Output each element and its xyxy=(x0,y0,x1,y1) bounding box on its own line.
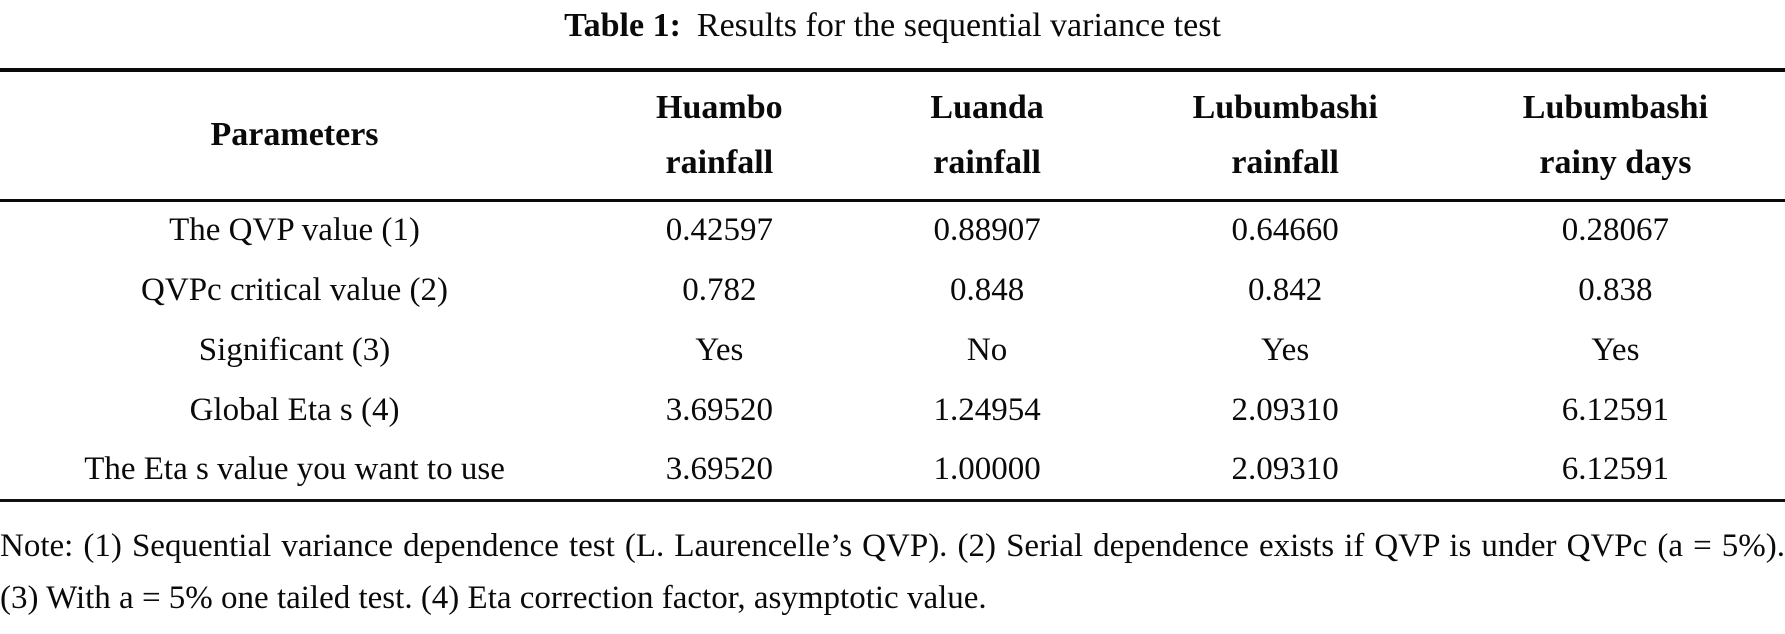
table-row-significant: Significant (3) Yes No Yes Yes xyxy=(0,320,1785,380)
cell-value: No xyxy=(966,331,1008,368)
column-header-line: rainfall xyxy=(1231,144,1340,182)
row-label: QVPc critical value (2) xyxy=(141,271,448,308)
cell-value: 0.848 xyxy=(949,271,1025,308)
cell-value: 0.42597 xyxy=(665,212,773,249)
table-header: Parameters Huambo rainfall Luanda rainfa… xyxy=(0,70,1785,200)
cell-value: Yes xyxy=(1261,331,1310,368)
cell-value: 0.28067 xyxy=(1561,212,1670,249)
cell-value: 3.69520 xyxy=(665,450,773,487)
column-header-line: Lubumbashi xyxy=(1192,89,1378,127)
results-table: Parameters Huambo rainfall Luanda rainfa… xyxy=(0,68,1785,502)
table-row-qvpc-critical: QVPc critical value (2) 0.782 0.848 0.84… xyxy=(0,260,1785,320)
cell-value: 0.88907 xyxy=(933,212,1041,249)
column-header-line: rainy days xyxy=(1539,144,1692,182)
row-label: The QVP value (1) xyxy=(169,212,420,249)
column-header-lubumbashi-rainy-days: Lubumbashi rainy days xyxy=(1446,70,1785,200)
column-header-line: Huambo xyxy=(656,89,783,127)
column-header-huambo-rainfall: Huambo rainfall xyxy=(589,70,850,200)
table-row-qvp-value: The QVP value (1) 0.42597 0.88907 0.6466… xyxy=(0,200,1785,260)
cell-value: 3.69520 xyxy=(665,391,773,428)
column-header-luanda-rainfall: Luanda rainfall xyxy=(850,70,1125,200)
cell-value: Yes xyxy=(695,331,744,368)
row-label: Global Eta s (4) xyxy=(189,391,400,428)
cell-value: 6.12591 xyxy=(1561,391,1670,428)
cell-value: Yes xyxy=(1591,331,1640,368)
table-caption-text: Results for the sequential variance test xyxy=(696,7,1221,44)
column-header-lubumbashi-rainfall: Lubumbashi rainfall xyxy=(1125,70,1446,200)
column-header-parameters: Parameters xyxy=(210,116,379,154)
table-caption: Table 1: Results for the sequential vari… xyxy=(0,0,1785,68)
table-caption-label: Table 1: xyxy=(564,7,681,44)
cell-value: 6.12591 xyxy=(1561,450,1670,487)
column-header-line: Lubumbashi xyxy=(1522,89,1709,127)
cell-value: 0.782 xyxy=(682,271,757,308)
cell-value: 0.838 xyxy=(1578,271,1653,308)
row-label: Significant (3) xyxy=(198,331,391,368)
cell-value: 2.09310 xyxy=(1231,391,1339,428)
cell-value: 1.00000 xyxy=(933,450,1041,487)
cell-value: 0.64660 xyxy=(1231,212,1339,249)
column-header-line: rainfall xyxy=(933,144,1041,182)
header-row: Parameters Huambo rainfall Luanda rainfa… xyxy=(0,70,1785,200)
cell-value: 2.09310 xyxy=(1231,450,1339,487)
column-header-line: Luanda xyxy=(930,89,1044,127)
column-header-line: rainfall xyxy=(665,144,774,182)
cell-value: 1.24954 xyxy=(933,391,1041,428)
cell-value: 0.842 xyxy=(1248,271,1323,308)
table-body: The QVP value (1) 0.42597 0.88907 0.6466… xyxy=(0,200,1785,500)
table-row-eta-to-use: The Eta s value you want to use 3.69520 … xyxy=(0,440,1785,500)
table-note: Note: (1) Sequential variance dependence… xyxy=(0,527,1785,617)
row-label: The Eta s value you want to use xyxy=(84,450,505,487)
table-row-global-eta: Global Eta s (4) 3.69520 1.24954 2.09310… xyxy=(0,380,1785,440)
